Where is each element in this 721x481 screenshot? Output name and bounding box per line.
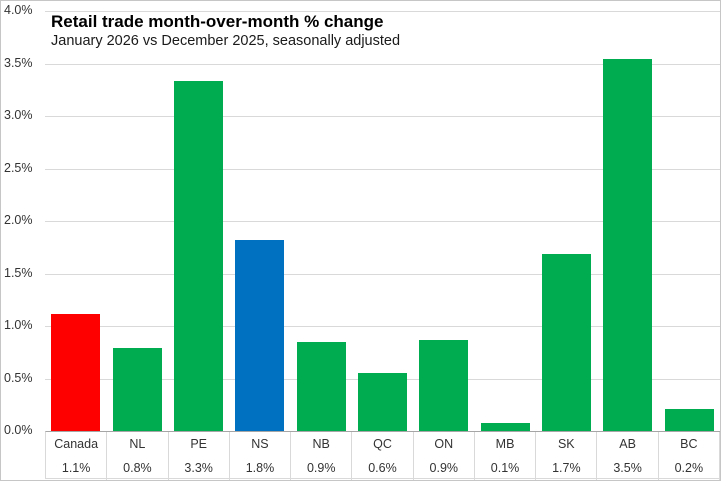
bar-ab — [603, 59, 652, 431]
category-value-label: 0.6% — [352, 456, 414, 480]
bar-mb — [481, 423, 530, 431]
y-tick-label: 4.0% — [4, 3, 33, 17]
category-value-label: 1.1% — [46, 456, 108, 480]
y-tick-label: 2.0% — [4, 213, 33, 227]
gridline — [45, 116, 720, 117]
category-value-label: 0.8% — [107, 456, 169, 480]
category-value-label: 0.9% — [414, 456, 475, 480]
category-label: ON — [414, 432, 475, 456]
chart-subtitle: January 2026 vs December 2025, seasonall… — [51, 33, 401, 49]
bar-bc — [665, 409, 714, 431]
category-value-label: 0.2% — [659, 456, 720, 480]
category-label: PE — [169, 432, 230, 456]
category-label: AB — [597, 432, 659, 456]
bar-nb — [297, 342, 346, 431]
category-label: NL — [107, 432, 169, 456]
category-label: BC — [659, 432, 720, 456]
bar-sk — [542, 254, 591, 431]
chart-title: Retail trade month-over-month % change — [51, 12, 384, 31]
y-tick-label: 2.5% — [4, 161, 33, 175]
y-tick-label: 3.0% — [4, 108, 33, 122]
bar-canada — [51, 314, 100, 431]
bar-nl — [113, 348, 162, 431]
gridline — [45, 64, 720, 65]
category-value-label: 3.3% — [169, 456, 230, 480]
category-value-label: 1.8% — [230, 456, 292, 480]
bar-qc — [358, 373, 407, 431]
gridline — [45, 221, 720, 222]
category-value-label: 0.9% — [291, 456, 353, 480]
category-value-label: 1.7% — [536, 456, 598, 480]
category-label-table: Canada NL PE NS NB QC ON MB SK AB BC 1.1% 0.8% 3.3% 1.… — [45, 431, 720, 480]
bar-on — [419, 340, 468, 431]
y-tick-label: 1.0% — [4, 318, 33, 332]
y-tick-label: 3.5% — [4, 56, 33, 70]
category-label: NS — [230, 432, 292, 456]
y-tick-label: 0.0% — [4, 423, 33, 437]
category-label: NB — [291, 432, 353, 456]
category-label: Canada — [46, 432, 108, 456]
gridline — [45, 326, 720, 327]
y-tick-label: 1.5% — [4, 266, 33, 280]
y-tick-label: 0.5% — [4, 371, 33, 385]
category-label: SK — [536, 432, 598, 456]
gridline — [45, 11, 720, 12]
category-value-label: 3.5% — [597, 456, 659, 480]
category-value-label: 0.1% — [475, 456, 537, 480]
gridline — [45, 169, 720, 170]
gridline — [45, 274, 720, 275]
bar-ns — [235, 240, 284, 431]
category-label: MB — [475, 432, 537, 456]
category-label: QC — [352, 432, 414, 456]
bar-pe — [174, 81, 223, 431]
